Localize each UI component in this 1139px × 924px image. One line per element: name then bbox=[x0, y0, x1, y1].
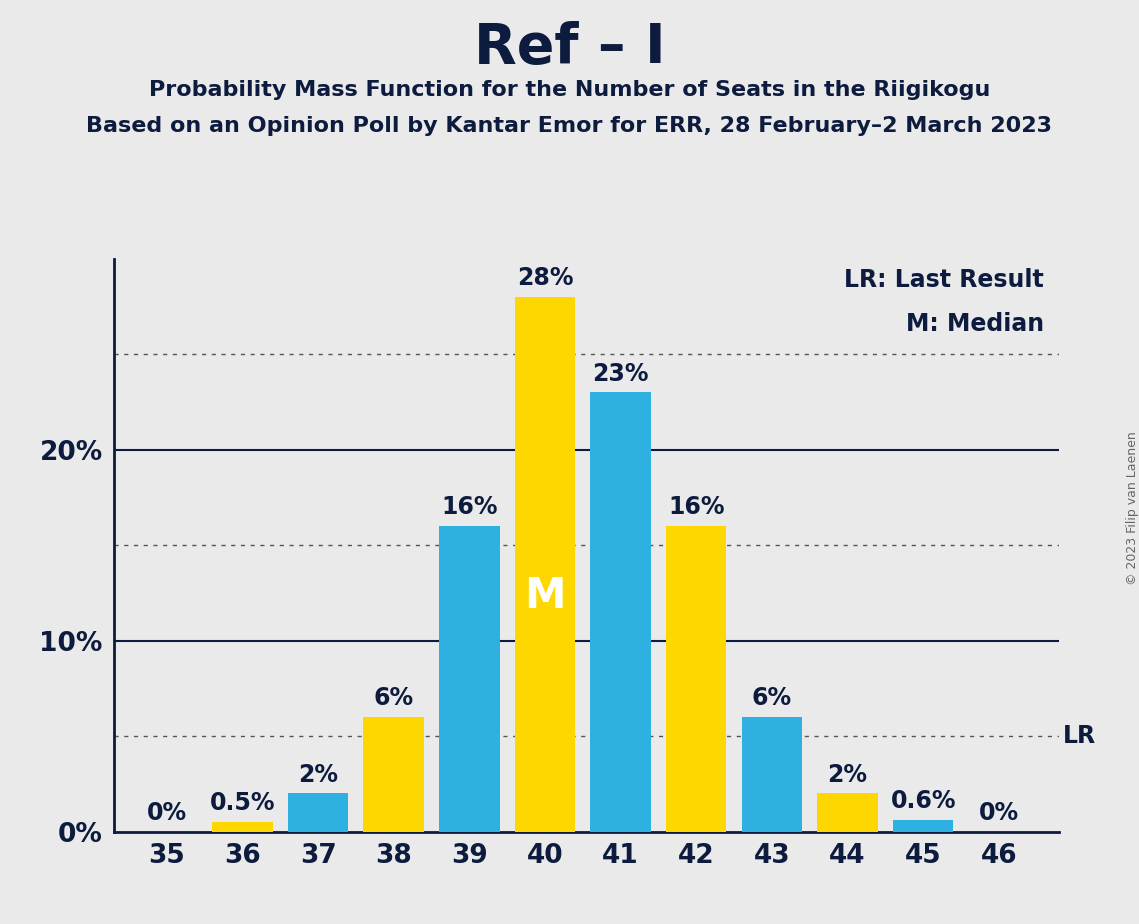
Bar bbox=[440, 526, 500, 832]
Text: 0.5%: 0.5% bbox=[210, 791, 276, 815]
Text: 28%: 28% bbox=[517, 266, 573, 290]
Bar bbox=[515, 297, 575, 832]
Text: LR: LR bbox=[1063, 724, 1096, 748]
Text: © 2023 Filip van Laenen: © 2023 Filip van Laenen bbox=[1125, 432, 1139, 585]
Text: 23%: 23% bbox=[592, 361, 649, 385]
Text: 6%: 6% bbox=[752, 687, 792, 711]
Text: 16%: 16% bbox=[667, 495, 724, 519]
Text: 16%: 16% bbox=[441, 495, 498, 519]
Bar bbox=[893, 821, 953, 832]
Bar bbox=[590, 393, 650, 832]
Bar bbox=[212, 822, 272, 832]
Text: 0%: 0% bbox=[147, 801, 187, 825]
Bar bbox=[666, 526, 727, 832]
Text: Ref – I: Ref – I bbox=[474, 21, 665, 75]
Text: LR: Last Result: LR: Last Result bbox=[844, 268, 1044, 292]
Text: Based on an Opinion Poll by Kantar Emor for ERR, 28 February–2 March 2023: Based on an Opinion Poll by Kantar Emor … bbox=[87, 116, 1052, 136]
Text: Probability Mass Function for the Number of Seats in the Riigikogu: Probability Mass Function for the Number… bbox=[149, 80, 990, 101]
Text: 6%: 6% bbox=[374, 687, 413, 711]
Text: 2%: 2% bbox=[828, 762, 868, 786]
Text: 0%: 0% bbox=[978, 801, 1018, 825]
Text: M: M bbox=[524, 576, 566, 617]
Bar bbox=[363, 717, 424, 832]
Bar bbox=[741, 717, 802, 832]
Text: 0.6%: 0.6% bbox=[891, 789, 956, 813]
Bar bbox=[288, 794, 349, 832]
Text: 2%: 2% bbox=[298, 762, 338, 786]
Text: M: Median: M: Median bbox=[906, 312, 1044, 336]
Bar bbox=[818, 794, 878, 832]
